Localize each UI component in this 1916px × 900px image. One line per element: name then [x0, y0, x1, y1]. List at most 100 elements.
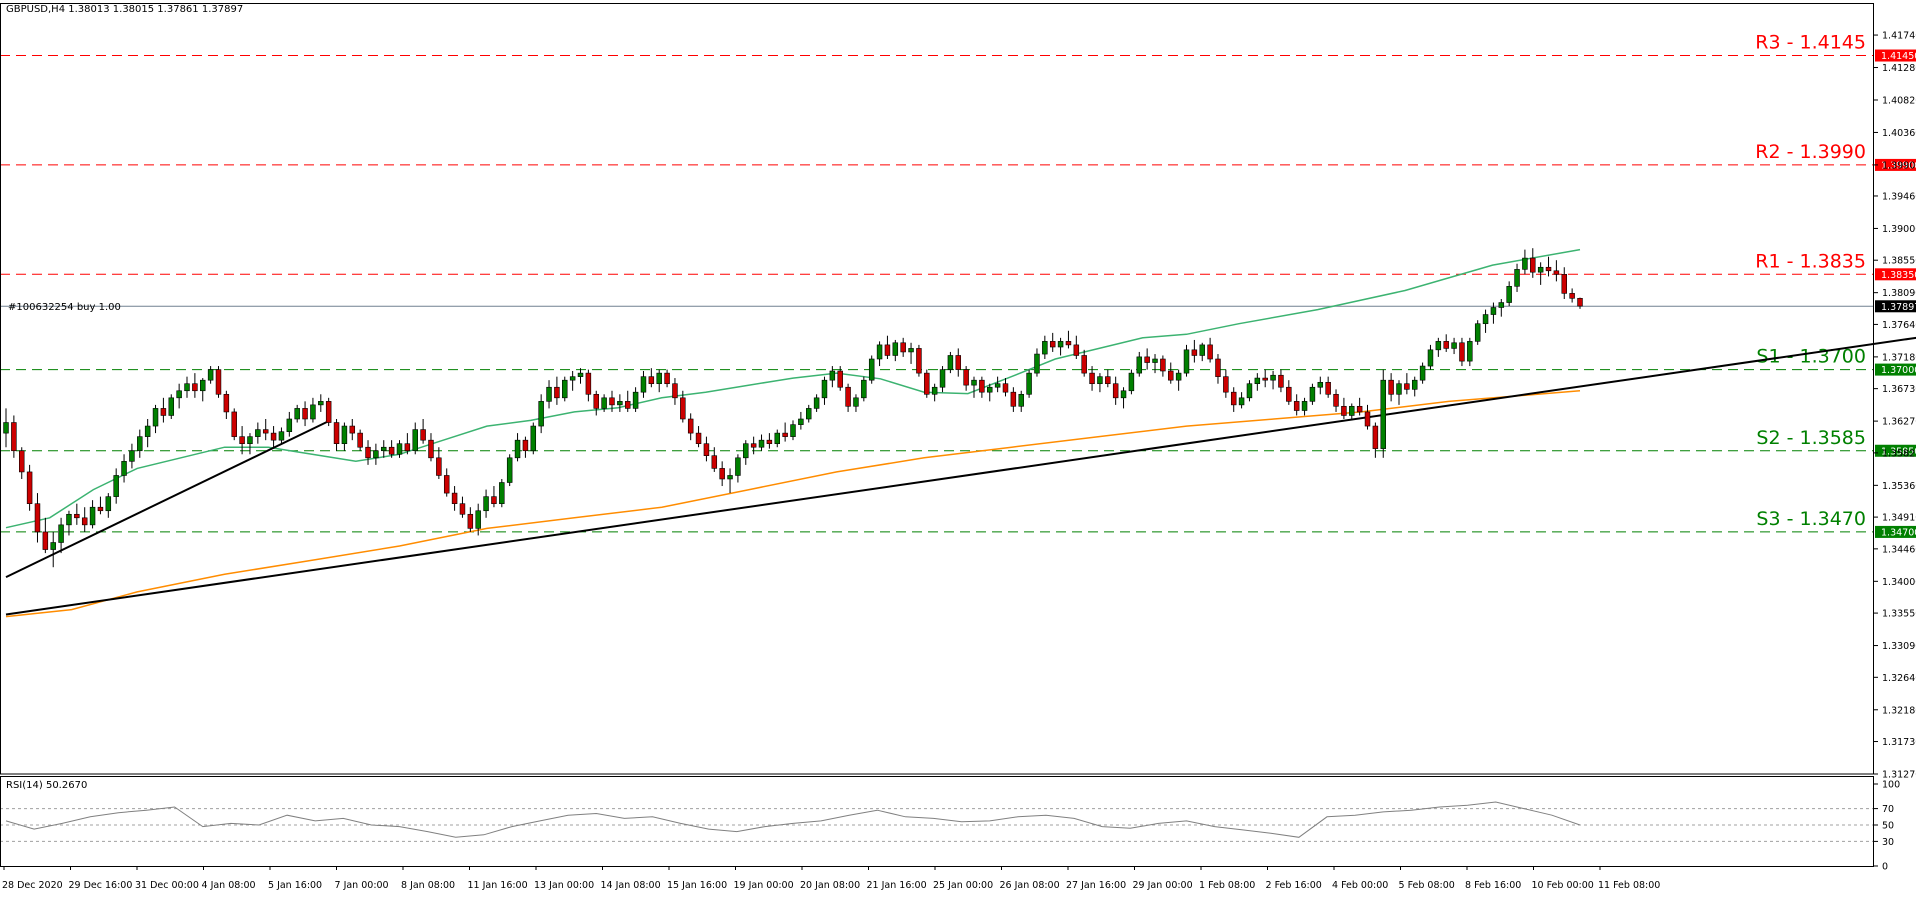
candle-body [1452, 343, 1457, 349]
candle-body [759, 440, 764, 447]
y-tick-label: 1.35360 [1882, 481, 1916, 492]
candle-body [1027, 373, 1032, 394]
candle-body [972, 380, 977, 385]
x-tick-label: 4 Feb 00:00 [1332, 880, 1388, 891]
candle-body [1491, 307, 1496, 314]
candle-body [1460, 343, 1465, 361]
y-tick-label: 1.33090 [1882, 641, 1916, 652]
candle-body [350, 426, 355, 433]
rsi-label: RSI(14) 50.2670 [6, 780, 87, 791]
candle-body [1515, 269, 1520, 286]
candle [1381, 370, 1386, 458]
candle [499, 479, 504, 507]
level-tag-text: 1.41450 [1881, 51, 1916, 62]
candle [869, 355, 874, 383]
x-tick-label: 11 Jan 16:00 [468, 880, 528, 891]
candle-body [712, 456, 717, 469]
y-tick-label: 1.40360 [1882, 128, 1916, 139]
candle-body [342, 426, 347, 444]
candle-body [1082, 355, 1087, 373]
candle-body [279, 432, 284, 440]
candle-body [1507, 286, 1512, 302]
x-tick-label: 26 Jan 08:00 [1000, 880, 1060, 891]
x-tick-label: 29 Jan 00:00 [1133, 880, 1193, 891]
rsi-y-tick-label: 50 [1882, 821, 1894, 832]
candle-body [413, 430, 418, 451]
x-tick-label: 20 Jan 08:00 [800, 880, 860, 891]
candle-body [673, 384, 678, 398]
candle-body [43, 532, 48, 550]
candle-body [429, 440, 434, 458]
candle-body [1231, 392, 1236, 405]
candle-body [1145, 357, 1150, 363]
y-tick-label: 1.39900 [1882, 160, 1916, 171]
candle-body [153, 408, 158, 426]
y-tick-label: 1.32180 [1882, 705, 1916, 716]
candle [861, 377, 866, 402]
candle-body [271, 433, 276, 440]
candle-body [641, 377, 646, 393]
candle-body [492, 497, 497, 504]
candle-body [1058, 341, 1063, 347]
candle-body [129, 451, 134, 462]
candle-body [200, 380, 205, 391]
candle-body [665, 373, 670, 384]
candle-body [287, 419, 292, 432]
candle-body [1326, 382, 1331, 394]
candle-body [987, 387, 992, 392]
candle-body [1341, 406, 1346, 415]
candle-body [185, 384, 190, 391]
candle-body [554, 387, 559, 398]
candle-body [358, 433, 363, 447]
x-tick-label: 1 Feb 08:00 [1199, 880, 1255, 891]
candle-body [310, 405, 315, 419]
level-tag-text: 1.38350 [1881, 270, 1916, 281]
level-tag-text: 1.37000 [1881, 365, 1916, 376]
candle-body [397, 444, 402, 455]
candle-body [507, 458, 512, 483]
candle-body [916, 348, 921, 373]
candle-body [169, 398, 174, 416]
candle-body [468, 514, 473, 528]
y-tick-label: 1.39000 [1882, 224, 1916, 235]
candle-body [19, 451, 24, 472]
y-tick-label: 1.36730 [1882, 384, 1916, 395]
current-price-text: 1.37897 [1881, 302, 1916, 313]
candle-body [1570, 293, 1575, 298]
candle-body [1530, 258, 1535, 272]
candle-body [1302, 401, 1307, 410]
candle-body [602, 398, 607, 409]
candle-body [1035, 354, 1040, 373]
candle-body [1097, 377, 1102, 384]
candle-body [460, 504, 465, 515]
candle-body [476, 511, 481, 529]
candle-body [814, 398, 819, 409]
candle-body [791, 425, 796, 437]
candle-body [381, 447, 386, 451]
candle-body [248, 437, 253, 444]
x-tick-label: 10 Feb 00:00 [1532, 880, 1594, 891]
candle-body [1467, 341, 1472, 361]
candle-body [909, 348, 914, 352]
candle-body [1168, 371, 1173, 380]
candle-body [1184, 350, 1189, 373]
y-tick-label: 1.41280 [1882, 63, 1916, 74]
rsi-y-tick-label: 70 [1882, 804, 1894, 815]
level-label: S3 - 1.3470 [1756, 508, 1866, 530]
candle-body [610, 398, 615, 405]
level-label: R1 - 1.3835 [1755, 250, 1866, 272]
candle-body [484, 497, 489, 511]
candle-body [1365, 412, 1370, 426]
candle-body [161, 408, 166, 415]
candle-body [1105, 377, 1110, 384]
candle-body [956, 355, 961, 369]
candle-body [885, 345, 890, 356]
candle-body [767, 440, 772, 444]
x-tick-label: 4 Jan 08:00 [202, 880, 256, 891]
candle-body [295, 408, 300, 419]
candle-body [562, 380, 567, 398]
candle-body [1255, 378, 1260, 384]
